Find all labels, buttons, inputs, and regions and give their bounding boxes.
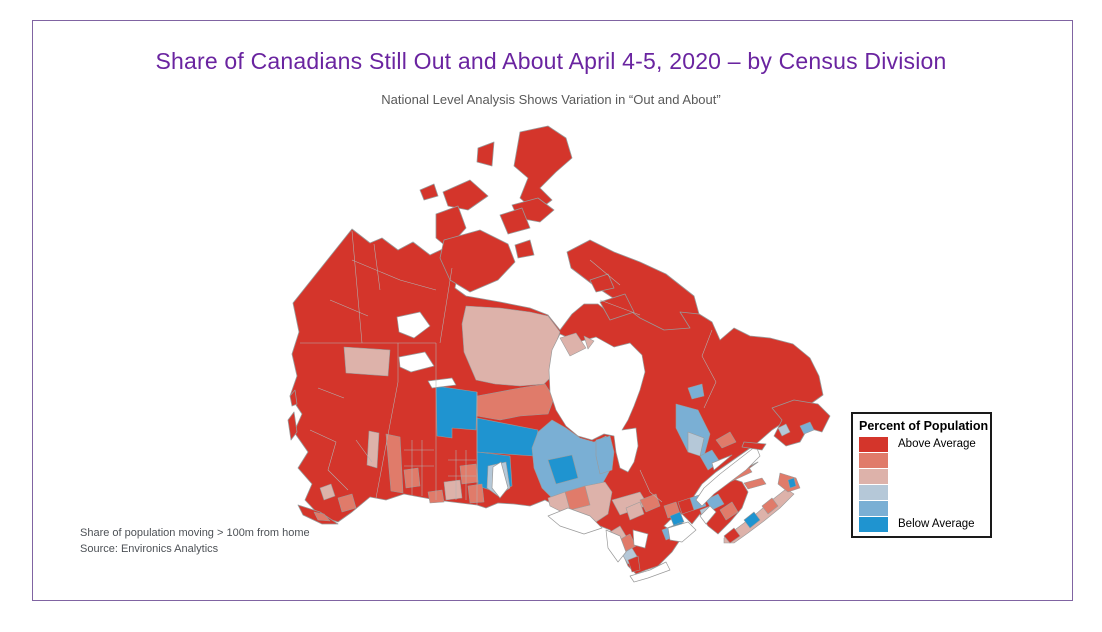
region-prince-edward-island	[743, 477, 767, 490]
region-kivalliq-coast-peninsula	[559, 332, 587, 357]
region-vancouver-salmon	[313, 511, 331, 522]
region-anticosti-island	[741, 441, 767, 451]
region-sudbury-pink	[625, 501, 645, 521]
region-james-bay-west-shore	[595, 435, 615, 475]
bay-of-fundy	[699, 505, 717, 525]
region-northern-alberta-patch	[343, 346, 391, 377]
legend-entry	[853, 468, 990, 484]
region-labrador-coast-blue	[687, 383, 705, 400]
region-windsor-red-tip	[627, 555, 641, 573]
lake-superior	[547, 507, 603, 535]
region-newfoundland-light-patch	[777, 423, 791, 437]
lake-winnipeg	[491, 461, 509, 499]
st-lawrence-river	[695, 445, 761, 507]
legend-swatch-2	[859, 452, 888, 468]
footnote-source: Source: Environics Analytics	[80, 543, 219, 555]
legend-entry: Below Average	[853, 516, 990, 532]
lake-athabasca	[427, 377, 457, 389]
region-south-manitoba-salmon	[467, 483, 485, 504]
region-ellesmere-island	[513, 125, 573, 213]
region-melville-island	[442, 179, 489, 211]
region-newfoundland-blue-patch	[799, 421, 815, 435]
lake-ontario	[667, 521, 697, 543]
division-boundaries	[300, 230, 717, 505]
region-newfoundland	[771, 399, 831, 447]
region-axel-heiberg-island	[476, 141, 495, 167]
region-montreal-red	[677, 497, 695, 515]
footnote: Share of population moving > 100m from h…	[80, 525, 310, 557]
legend-label: Below Average	[898, 518, 975, 530]
georgian-bay	[632, 529, 649, 549]
region-southampton-island	[599, 293, 635, 321]
region-somerset-island	[499, 207, 531, 235]
great-bear-lake	[396, 311, 431, 339]
region-northern-ontario-belt-salmon	[564, 485, 591, 511]
region-new-brunswick-salmon	[719, 501, 739, 521]
region-foxe-basin-islet	[589, 273, 615, 293]
region-northern-manitoba-band	[476, 383, 555, 421]
legend-swatch-above-average	[859, 436, 888, 452]
legend-title: Percent of Population	[859, 419, 989, 433]
region-baie-comeau-salmon	[715, 431, 737, 449]
lake-erie	[629, 561, 671, 583]
legend-swatch-4	[859, 484, 888, 500]
region-nipissing-salmon	[639, 493, 661, 513]
region-haida-gwaii-north	[289, 389, 298, 407]
legend-entry	[853, 484, 990, 500]
page-title: Share of Canadians Still Out and About A…	[155, 48, 947, 74]
region-interior-bc-pink	[319, 483, 336, 501]
great-slave-lake	[398, 351, 435, 373]
legend-swatch-3	[859, 468, 888, 484]
legend-swatch-below-average	[859, 516, 888, 532]
region-victoria-island	[439, 229, 516, 293]
region-central-sask-salmon	[459, 463, 479, 485]
hudson-bay	[548, 333, 646, 473]
page-subtitle: National Level Analysis Shows Variation …	[381, 92, 721, 107]
region-south-sask-pink	[443, 479, 463, 501]
footnote-measure: Share of population moving > 100m from h…	[80, 527, 310, 539]
region-nova-scotia-salmon-patch	[761, 497, 779, 515]
chaleur-bay	[711, 454, 733, 471]
region-bc-ab-foothills-pink	[366, 430, 380, 469]
region-calgary-edmonton-corridor-salmon	[385, 433, 404, 494]
region-cape-breton-blue-dot	[787, 477, 797, 489]
region-nova-scotia-red-patch	[723, 527, 741, 544]
region-nw-arctic-islet	[419, 183, 439, 201]
legend-label: Above Average	[898, 438, 976, 450]
legend-entry: Above Average	[853, 436, 990, 452]
legend-entry	[853, 452, 990, 468]
map-legend: Percent of Population Above Average Belo…	[851, 412, 992, 538]
legend-entry	[853, 500, 990, 516]
region-haida-gwaii	[287, 411, 298, 441]
region-king-william-island	[514, 239, 535, 259]
region-kenora-deep-blue	[547, 454, 579, 485]
region-hudson-bay-islet	[583, 335, 595, 350]
legend-swatch-5	[859, 500, 888, 516]
region-okanagan-salmon	[337, 493, 357, 513]
region-kivalliq-kitikmeot	[461, 305, 561, 387]
region-nova-scotia-blue-patch	[743, 511, 761, 529]
lake-huron	[605, 529, 627, 563]
